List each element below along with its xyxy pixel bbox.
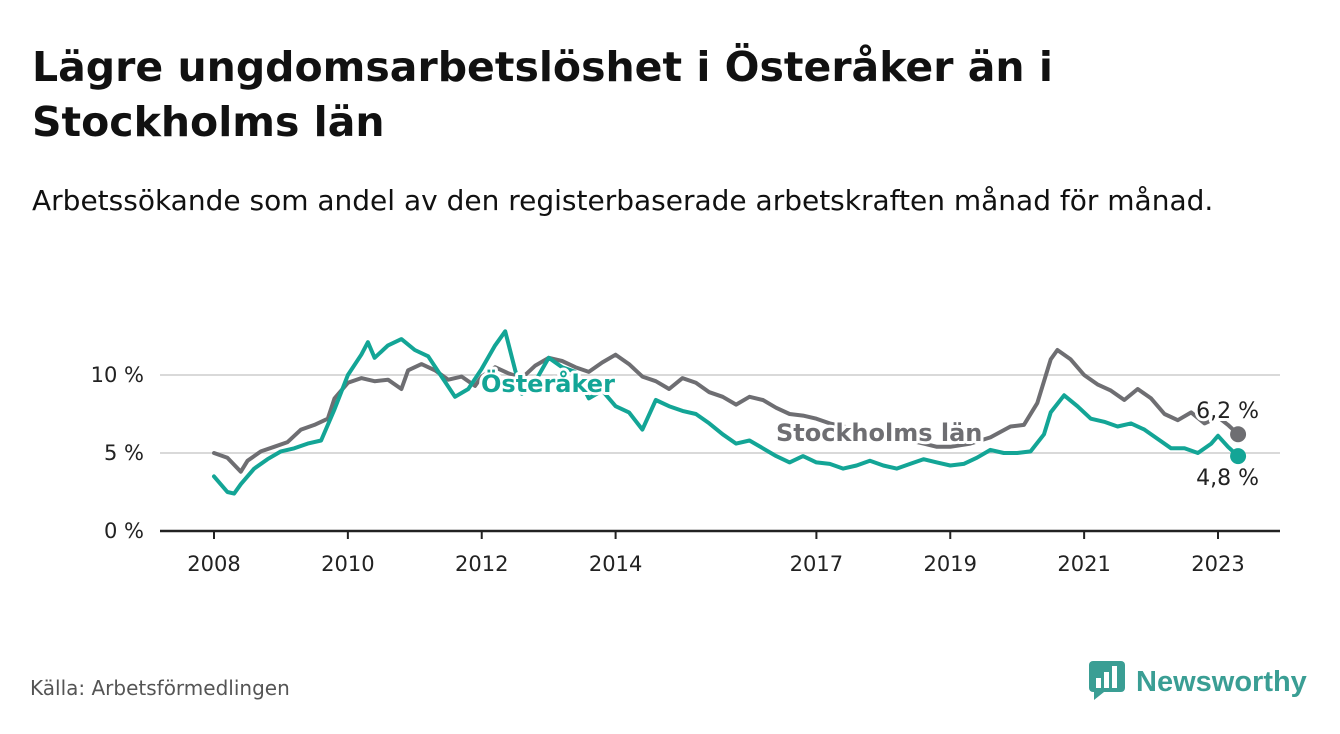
series-line-stockholm	[212, 348, 1241, 474]
series-line-osteraker	[212, 329, 1241, 496]
chart-title: Lägre ungdomsarbetslöshet i Österåker än…	[32, 43, 1053, 146]
end-label-osteraker: 4,8 %	[1196, 466, 1259, 491]
series-label-stockholm: Stockholms län	[776, 419, 982, 447]
x-tick-label: 2012	[455, 552, 508, 576]
x-tick-label: 2008	[187, 552, 240, 576]
chart-subtitle: Arbetssökande som andel av den registerb…	[32, 184, 1214, 217]
x-tick-label: 2021	[1057, 552, 1110, 576]
source-note: Källa: Arbetsförmedlingen	[30, 676, 290, 700]
x-tick-label: 2023	[1191, 552, 1244, 576]
series-label-osteraker: Österåker	[481, 368, 615, 398]
y-tick-label: 0 %	[104, 519, 144, 543]
series-label-stockholm-halo: Stockholms län	[776, 419, 982, 447]
y-tick-label: 5 %	[104, 441, 144, 465]
x-tick-label: 2017	[790, 552, 843, 576]
x-tick-label: 2019	[924, 552, 977, 576]
end-label-osteraker-halo: 4,8 %	[1196, 466, 1259, 491]
y-tick-label: 10 %	[91, 363, 144, 387]
x-tick-label: 2010	[321, 552, 374, 576]
brand-logo[interactable]: Newsworthy	[1088, 660, 1307, 704]
end-label-stockholm-halo: 6,2 %	[1196, 399, 1259, 424]
brand-name: Newsworthy	[1136, 665, 1307, 698]
x-tick-label: 2014	[589, 552, 642, 576]
series-label-osteraker-halo: Österåker	[481, 368, 615, 398]
end-point-stockholm	[1230, 426, 1247, 443]
end-point-osteraker	[1230, 448, 1247, 465]
bar-chart-logo-icon	[1088, 660, 1126, 704]
end-label-stockholm: 6,2 %	[1196, 399, 1259, 424]
